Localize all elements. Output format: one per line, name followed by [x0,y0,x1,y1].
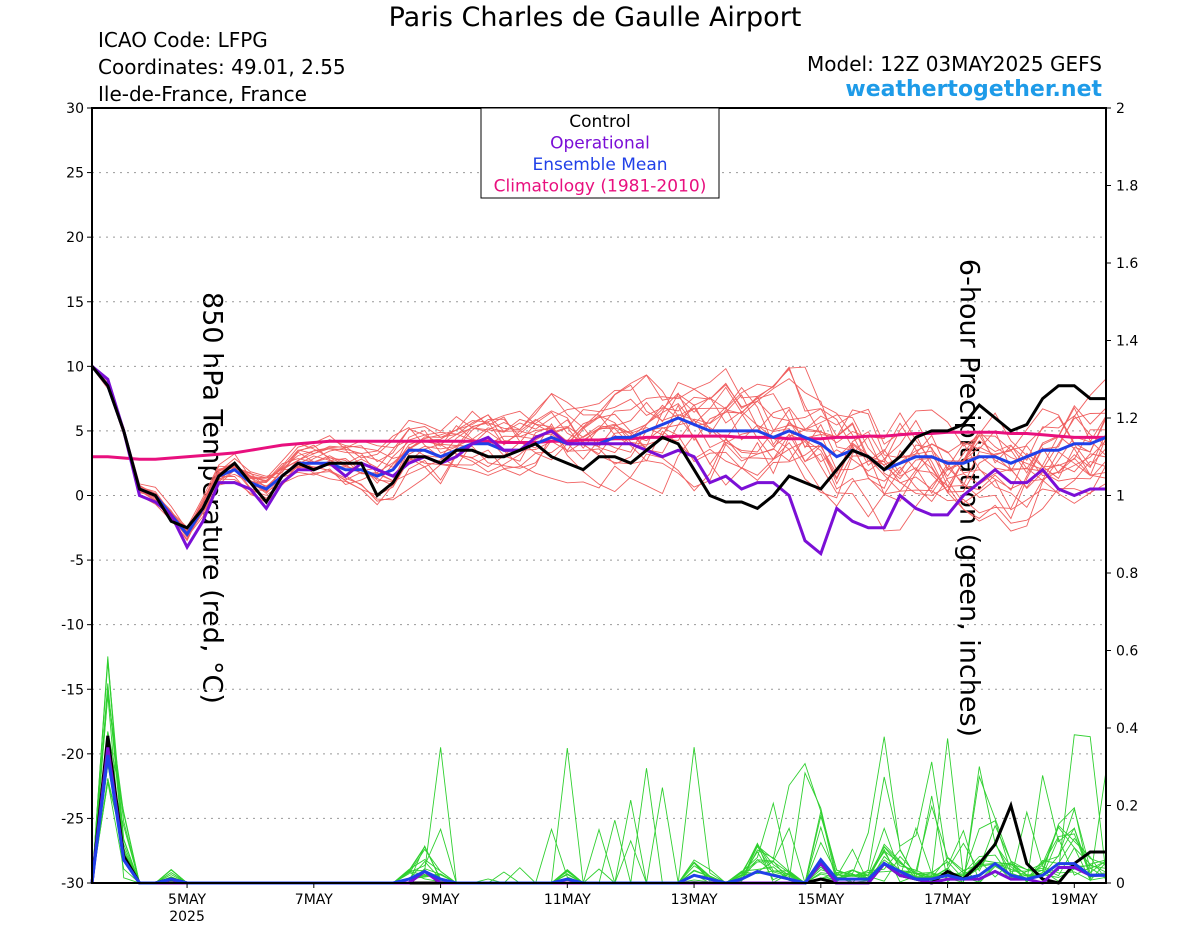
axes: 302520151050-5-10-15-20-25-3021.81.61.41… [61,101,1138,925]
precip-member-line [91,687,1107,884]
y-tick-label: -25 [61,811,84,827]
y-tick-label: 25 [66,166,84,182]
precip-member-line [91,694,1107,884]
y-right-tick-label: 0 [1116,876,1125,892]
legend-entry: Operational [550,134,650,154]
precip-member-line [91,656,1107,884]
y-right-tick-label: 0.4 [1116,721,1138,737]
temp-member-line [91,365,1107,532]
icao-code: ICAO Code: LFPG [98,28,268,52]
temp-member-line [91,366,1107,532]
x-tick-label: 17MAY [924,892,971,908]
temperature-series [90,365,1107,557]
y-right-tick-label: 1.4 [1116,334,1138,350]
precip-member-line [91,771,1107,884]
precip-member-line [91,764,1107,885]
coordinates: Coordinates: 49.01, 2.55 [98,55,346,79]
temp-line-climatology- [92,430,1106,461]
x-tick-label: 7MAY [295,892,333,908]
y-right-tick-label: 1 [1116,489,1125,505]
y-tick-label: -30 [61,876,84,892]
y-right-tick-label: 0.6 [1116,644,1138,660]
x-tick-label: 19MAY [1051,892,1098,908]
y-tick-label: -5 [70,553,84,569]
x-tick-label: 11MAY [544,892,591,908]
region: Ile-de-France, France [98,82,307,106]
y-right-tick-label: 0.8 [1116,566,1138,582]
y-right-tick-label: 0.2 [1116,799,1138,815]
temp-member-line [91,366,1107,532]
precip-member-line [91,736,1107,884]
y-tick-label: 30 [66,101,84,117]
temp-member-line [91,364,1107,531]
x-tick-label: 15MAY [797,892,844,908]
temp-member-line [91,367,1107,538]
precip-member-line [91,695,1107,884]
precip-member-line [91,683,1107,884]
precip-member-line [91,659,1107,884]
y-right-tick-label: 1.8 [1116,179,1138,195]
y-tick-label: -15 [61,682,84,698]
y-tick-label: -10 [61,618,84,634]
y-tick-label: 0 [75,489,84,505]
precip-series [90,735,1106,885]
legend-entry: Climatology (1981-2010) [494,177,707,197]
y-tick-label: 15 [66,295,84,311]
temp-line-operational [91,365,1106,557]
precip-member-line [91,662,1107,884]
y-tick-label: 10 [66,359,84,375]
temp-line-control [90,365,1106,530]
y-right-tick-label: 2 [1116,101,1125,117]
site-link[interactable]: weathertogether.net [845,77,1102,102]
x-tick-label: 5MAY [168,892,206,908]
legend-entry: Ensemble Mean [532,155,667,175]
x-tick-label: 9MAY [422,892,460,908]
y-tick-label: -20 [61,747,84,763]
legend-box [480,107,720,199]
legend-entry: Control [569,112,630,132]
model-run: Model: 12Z 03MAY2025 GEFS [807,52,1102,76]
y-tick-label: 20 [66,230,84,246]
x-tick-label: 13MAY [671,892,718,908]
chart-title: Paris Charles de Gaulle Airport [388,2,802,33]
y-right-tick-label: 1.2 [1116,411,1138,427]
y-tick-label: 5 [75,424,84,440]
precip-member-line [91,689,1107,884]
temp-member-line [91,367,1107,532]
x-year-label: 2025 [169,909,205,925]
temp-member-line [91,366,1107,532]
y-right-tick-label: 1.6 [1116,256,1138,272]
precip-line-control [90,735,1106,885]
